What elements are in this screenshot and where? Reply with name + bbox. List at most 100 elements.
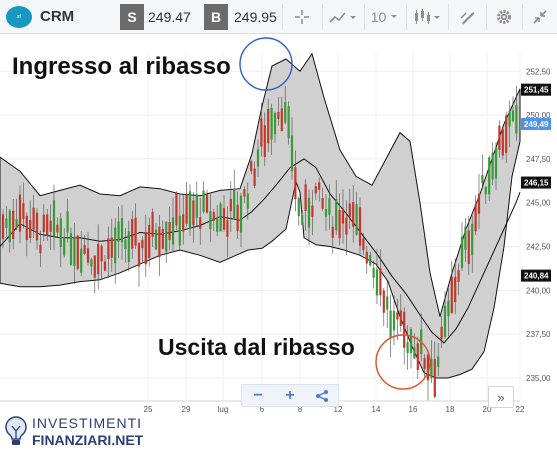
candle-body: [114, 227, 117, 264]
candle-body: [216, 217, 219, 232]
buy-button[interactable]: B: [204, 4, 228, 30]
toolbar-divider: [448, 4, 449, 30]
candle-body: [243, 189, 246, 197]
candle-body: [76, 235, 79, 269]
candle-body: [335, 198, 338, 231]
scroll-right-button[interactable]: »: [488, 386, 514, 408]
candle-body: [161, 229, 164, 249]
candle-body: [134, 217, 137, 246]
candle-body: [488, 157, 491, 195]
candle-body: [294, 167, 297, 200]
sell-button[interactable]: S: [120, 4, 144, 30]
candle-body: [273, 112, 277, 135]
price-tag-label: 249,49: [524, 120, 549, 129]
bollinger-middle-line: [0, 158, 521, 344]
candle-body: [491, 152, 494, 180]
period-dropdown[interactable]: 10: [370, 6, 400, 28]
y-axis: 252,50 250,00 247,50 245,00 242,50 240,00 237,…: [526, 67, 551, 383]
candle-body: [460, 236, 464, 269]
candle-body: [362, 238, 365, 251]
x-tick-label: 16: [409, 405, 418, 414]
x-tick-label: 20: [483, 405, 492, 414]
candle-body: [301, 215, 304, 225]
candle-body: [69, 233, 73, 266]
candle-body: [515, 105, 518, 134]
price-chart[interactable]: 252,50 250,00 247,50 245,00 242,50 240,00 237,…: [0, 34, 557, 453]
candle-body: [226, 220, 229, 237]
candle-body: [348, 203, 351, 218]
candle-body: [324, 208, 328, 217]
candle-body: [406, 342, 409, 353]
candle-body: [49, 220, 52, 232]
candle-body: [182, 214, 185, 232]
candle-body: [430, 358, 433, 379]
candle-body: [29, 220, 32, 239]
brand-line1: INVESTIMENTI: [32, 415, 143, 431]
candle-body: [246, 193, 249, 209]
candle-body: [144, 233, 147, 265]
y-tick-label: 252,50: [526, 67, 551, 76]
candle-body: [83, 245, 86, 254]
price-tag: [521, 176, 551, 189]
entry-annotation: Ingresso al ribasso: [12, 53, 231, 80]
candle-body: [117, 221, 120, 242]
x-tick-label: 14: [372, 405, 381, 414]
candle-body: [205, 194, 209, 213]
y-tick-label: 245,00: [526, 199, 551, 208]
x-tick-label: 8: [298, 405, 303, 414]
x-axis: 25 29 lug 6 8 12 14 16 18 20 22: [144, 405, 525, 414]
candle-body: [256, 149, 260, 167]
candle-body: [236, 204, 239, 232]
candle-body: [477, 193, 481, 214]
symbol-label[interactable]: CRM: [40, 8, 75, 25]
candle-body: [450, 276, 453, 314]
candle-body: [42, 214, 45, 232]
toolbar-divider: [522, 4, 523, 30]
candle-body: [124, 239, 127, 250]
x-tick-label: 25: [144, 405, 153, 414]
candle-body: [168, 222, 171, 240]
candle-body: [457, 270, 460, 282]
candle-body: [209, 211, 212, 230]
candle-body: [229, 198, 232, 212]
candle-body: [304, 184, 307, 211]
candles-icon[interactable]: [412, 6, 442, 28]
y-tick-label: 240,00: [526, 286, 551, 295]
gear-icon[interactable]: [492, 6, 516, 28]
candle-body: [372, 267, 375, 278]
bollinger-band: [0, 52, 521, 379]
share-button[interactable]: [306, 385, 338, 406]
draw-icon[interactable]: [456, 6, 480, 28]
candle-body: [151, 212, 154, 237]
toolbar-divider: [282, 4, 283, 30]
price-tag-label: 246,15: [524, 179, 549, 188]
sell-price: 249.47: [148, 9, 191, 25]
candle-body: [328, 198, 331, 215]
price-tag-label: 251,45: [524, 86, 549, 95]
candle-body: [464, 226, 467, 250]
candle-body: [447, 300, 450, 317]
collapse-icon[interactable]: [528, 6, 552, 28]
exit-annotation: Uscita dal ribasso: [158, 334, 355, 360]
candle-body: [73, 236, 76, 266]
candle-body: [260, 118, 263, 147]
candle-body: [440, 326, 443, 339]
candle-body: [471, 223, 474, 256]
chart-type-icon[interactable]: [328, 6, 358, 28]
candle-body: [239, 195, 243, 233]
crosshair-icon[interactable]: [290, 6, 314, 28]
candle-body: [66, 211, 69, 233]
candle-body: [508, 110, 511, 127]
candle-body: [423, 357, 426, 369]
lightbulb-icon: [5, 416, 27, 445]
zoom-out-button[interactable]: −: [253, 386, 263, 404]
candle-body: [188, 191, 192, 229]
toolbar: sf CRM S 249.47 B 249.95 10: [0, 0, 557, 34]
candle-body: [290, 135, 294, 172]
candle-body: [178, 215, 181, 246]
zoom-in-button[interactable]: +: [285, 386, 295, 404]
y-tick-label: 250,00: [526, 111, 551, 120]
candle-body: [375, 269, 379, 296]
y-tick-label: 242,50: [526, 243, 551, 252]
candle-body: [35, 212, 39, 241]
